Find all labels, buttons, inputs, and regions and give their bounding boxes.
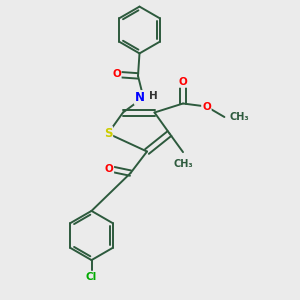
Text: S: S — [104, 127, 112, 140]
Text: O: O — [202, 101, 211, 112]
Text: O: O — [178, 77, 188, 87]
Text: O: O — [104, 164, 113, 174]
Text: O: O — [112, 69, 121, 80]
Text: N: N — [135, 91, 145, 104]
Text: H: H — [148, 91, 158, 101]
Text: Cl: Cl — [86, 272, 97, 282]
Text: CH₃: CH₃ — [230, 112, 249, 122]
Text: CH₃: CH₃ — [173, 159, 193, 169]
